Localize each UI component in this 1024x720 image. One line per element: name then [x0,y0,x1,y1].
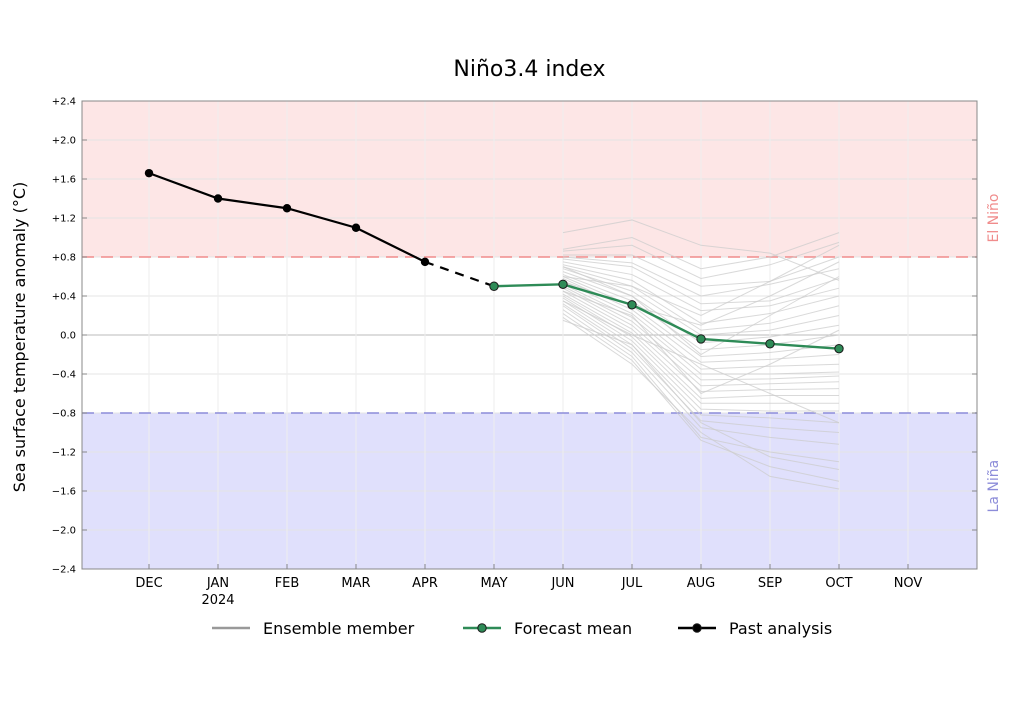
y-tick-label: +0.8 [52,253,76,264]
ensemble-member-line [562,303,840,433]
legend-item: Forecast mean [463,619,632,638]
y-tick-label: −1.2 [52,448,76,459]
y-tick-label: +2.4 [52,97,76,108]
ensemble-member-line [562,244,840,317]
y-tick-label: +1.2 [52,214,76,225]
ensemble-member-line [562,283,840,375]
y-tick-label: +0.4 [52,292,76,303]
x-tick-label: MAR [341,576,370,591]
legend-swatch-marker [477,623,487,633]
ensemble-member-line [562,258,840,305]
la-nina-label: La Niña [986,460,1002,513]
y-axis-label: Sea surface temperature anomaly (°C) [10,182,29,493]
forecast-mean-point [696,334,706,344]
ensemble-member-line [562,266,840,331]
x-tick-label: JUN [550,576,574,591]
ensemble-member-line [562,287,840,387]
y-tick-label: +2.0 [52,136,76,147]
series-lines [144,168,844,354]
ensemble-member-line [562,290,840,395]
ensemble-member-line [562,293,839,399]
ensemble-member-line [562,285,840,381]
x-tick-label: MAY [480,576,507,591]
y-tick-label: −2.4 [52,565,76,576]
x-tick-label: AUG [687,576,715,591]
y-axis: +2.4 +2.0 +1.6 +1.2 +0.8 +0.4 0.0 −0.4 −0.8 −1.2 −… [52,97,977,576]
x-tick-label: FEB [275,576,300,591]
x-tick-label: JUL [621,576,643,591]
legend-label: Past analysis [729,619,832,638]
ensemble-member-line [562,266,840,356]
ensemble-member-line [562,309,840,463]
threshold-lines [82,256,977,414]
y-tick-label: +1.6 [52,175,76,186]
ensemble-member-line [562,274,840,351]
forecast-mean-line [493,283,840,350]
past-analysis-point [420,257,430,267]
ensemble-member-line [562,317,840,490]
past-analysis-point [144,168,154,178]
ensemble-member-line [563,254,840,287]
y-tick-label: −0.4 [52,370,76,381]
legend-label: Forecast mean [514,619,632,638]
legend: Ensemble member Forecast mean Past analysi… [212,619,832,638]
ensemble-member-line [562,290,840,393]
ensemble-member-line [562,300,840,424]
x-tick-label: JAN [206,576,229,591]
ensemble-member-line [562,297,839,412]
ensemble-member-line [562,280,840,370]
ensemble-member-line [562,261,840,312]
x-tick-label: OCT [825,576,852,591]
forecast-mean-point [834,343,844,354]
forecast-mean-point [489,281,499,291]
forecast-mean-point [558,279,568,289]
y-tick-label: 0.0 [60,331,76,342]
ensemble-member-line [562,276,840,357]
legend-label: Ensemble member [263,619,415,638]
y-tick-label: −1.6 [52,487,76,498]
ensemble-member-line [562,264,840,324]
ensemble-member-line [562,319,840,471]
legend-swatch-marker [692,623,702,633]
y-tick-label: −2.0 [52,526,76,537]
y-tick-label: −0.8 [52,409,76,420]
past-analysis-point [213,194,223,203]
legend-item: Ensemble member [212,619,415,638]
past-analysis-point [282,204,292,213]
x-tick-label: SEP [758,576,782,591]
chart-title: Niño3.4 index [453,57,605,82]
x-tick-label: DEC [135,576,162,591]
el-nino-label: El Niño [986,194,1002,243]
past-analysis-point [351,223,361,232]
ensemble-member-line [562,256,840,297]
ensemble-member-line [562,241,840,279]
x-tick-label: NOV [894,576,923,591]
legend-item: Past analysis [678,619,832,638]
ensemble-member-line [562,277,840,363]
x-axis: DEC JAN FEB MAR APR MAY JUN JUL AUG SEP OCT NOV 2024 [135,564,922,608]
year-label: 2024 [201,593,234,608]
ensemble-member-line [562,313,840,482]
ensemble-member-line [562,300,840,424]
transition-dashed-line [424,260,495,288]
ensemble-member-line [562,219,840,281]
ensemble-member-line [562,232,840,270]
forecast-mean-point [627,300,637,310]
x-tick-label: APR [412,576,438,591]
forecast-mean-point [765,339,775,349]
